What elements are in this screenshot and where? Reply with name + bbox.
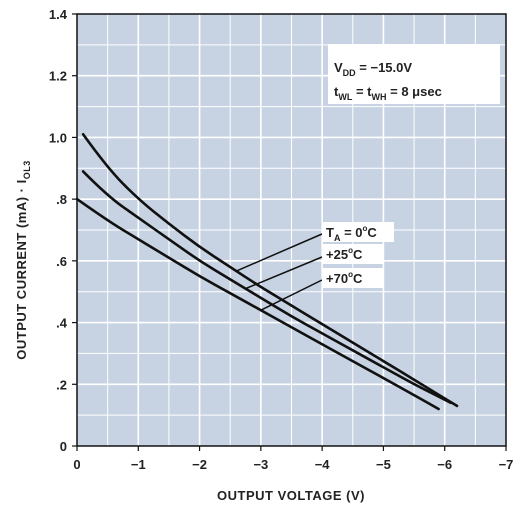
series-label-0c: TA = 0oC <box>326 224 377 243</box>
vdd-condition: VDD = −15.0V <box>334 60 412 78</box>
series-label-25c: +25oC <box>326 246 363 262</box>
y-tick-label: .4 <box>56 316 68 331</box>
y-axis-label-main: OUTPUT CURRENT (mA) · I <box>14 179 29 360</box>
series-labels: TA = 0oC +25oC +70oC <box>322 222 394 288</box>
x-tick-labels: 0 −1 −2 −3 −4 −5 −6 −7 <box>73 446 513 472</box>
series-group <box>75 133 459 411</box>
x-tick-label: −3 <box>253 457 268 472</box>
x-axis-label: OUTPUT VOLTAGE (V) <box>217 488 365 503</box>
plot-frame <box>76 13 507 447</box>
series-label-70c: +70oC <box>326 270 363 286</box>
x-tick-label: −2 <box>192 457 207 472</box>
x-tick-label: −5 <box>376 457 391 472</box>
label-leaders <box>236 233 323 311</box>
x-tick-label: −1 <box>131 457 146 472</box>
x-tick-label: 0 <box>73 457 80 472</box>
y-tick-label: .6 <box>56 254 67 269</box>
leader-line-2 <box>260 279 323 311</box>
series-line-1 <box>81 170 453 405</box>
leader-line-1 <box>245 256 323 290</box>
series-line-2 <box>75 197 440 411</box>
series-line-0 <box>81 133 459 408</box>
leader-line-0 <box>236 233 323 272</box>
y-tick-label: .2 <box>56 377 67 392</box>
y-tick-label: 1.2 <box>49 69 67 84</box>
y-tick-label: 0 <box>60 439 67 454</box>
timing-condition: tWL = tWH = 8 μsec <box>334 84 442 102</box>
y-axis-label-sub: OL3 <box>22 160 32 179</box>
y-tick-label: .8 <box>56 192 67 207</box>
y-tick-label: 1.0 <box>49 130 67 145</box>
y-axis-label: OUTPUT CURRENT (mA) · IOL3 <box>14 160 32 360</box>
x-tick-label: −4 <box>315 457 331 472</box>
y-tick-labels: 0 .2 .4 .6 .8 1.0 1.2 1.4 <box>49 7 77 454</box>
x-tick-label: −6 <box>437 457 452 472</box>
x-tick-label: −7 <box>499 457 514 472</box>
conditions-box: VDD = −15.0V tWL = tWH = 8 μsec <box>328 44 500 104</box>
y-tick-label: 1.4 <box>49 7 68 22</box>
